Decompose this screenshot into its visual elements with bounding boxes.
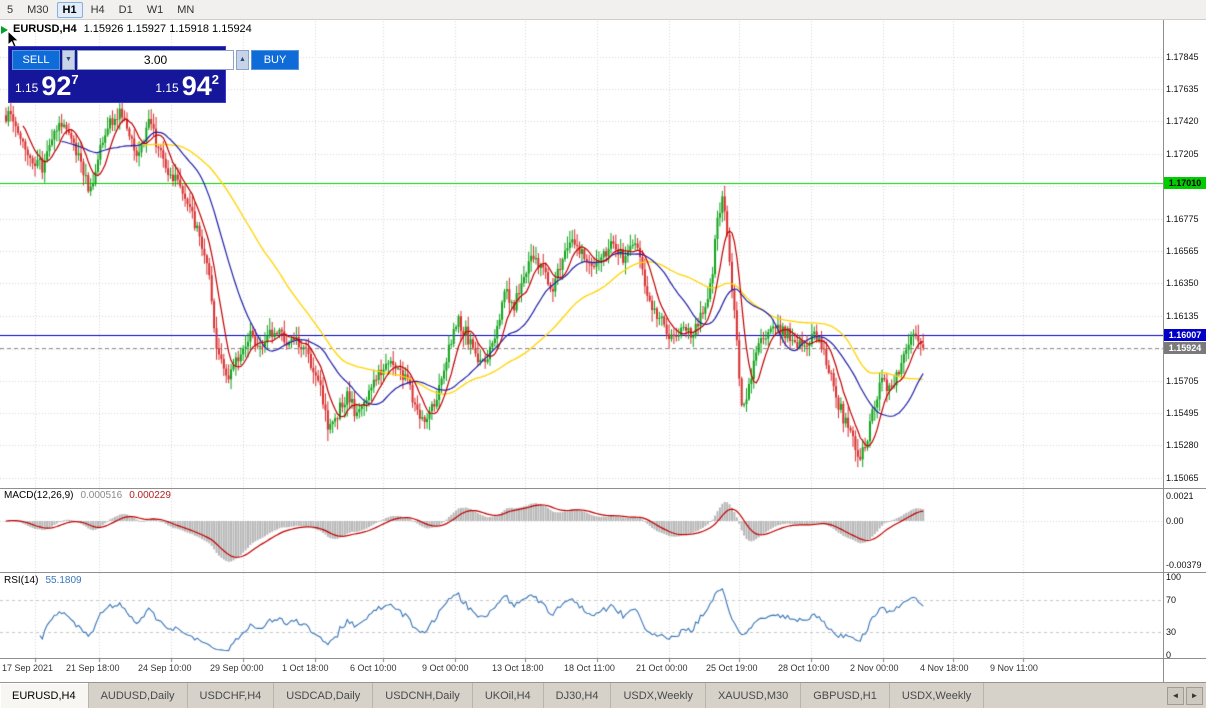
chart-marker-icon	[1, 26, 8, 34]
time-axis-separator	[0, 658, 1206, 659]
price-chart-canvas[interactable]	[0, 20, 1163, 682]
volume-input[interactable]	[77, 50, 234, 70]
price-marker-blue-level: 1.16007	[1164, 329, 1206, 342]
rsi-panel-separator[interactable]	[0, 572, 1206, 573]
time-axis-label: 6 Oct 10:00	[350, 663, 397, 673]
macd-name: MACD(12,26,9)	[4, 490, 74, 501]
rsi-scale-label: 30	[1166, 626, 1177, 637]
price-marker-current-price: 1.15924	[1164, 341, 1206, 354]
macd-scale-label: 0.00	[1166, 516, 1184, 526]
chart-tab-usdx-weekly[interactable]: USDX,Weekly	[611, 683, 706, 708]
chart-tab-gbpusd-h1[interactable]: GBPUSD,H1	[801, 683, 890, 708]
tabs-scroll-left-button[interactable]: ◄	[1167, 686, 1184, 705]
price-scale-label: 1.17420	[1166, 116, 1199, 127]
volume-up-button[interactable]: ▲	[236, 50, 249, 70]
macd-signal-value: 0.000229	[129, 490, 171, 501]
buy-price-pip: 2	[211, 72, 219, 87]
rsi-scale-label: 0	[1166, 650, 1172, 660]
chart-tab-xauusd-m30[interactable]: XAUUSD,M30	[706, 683, 802, 708]
chart-tab-audusd-daily[interactable]: AUDUSD,Daily	[89, 683, 188, 708]
sell-price-prefix: 1.15	[15, 81, 39, 95]
tabs-scroll-right-button[interactable]: ►	[1186, 686, 1203, 705]
sell-price-big: 92	[41, 71, 72, 101]
time-axis-label: 13 Oct 18:00	[492, 663, 544, 673]
timeframe-button-h1[interactable]: H1	[56, 1, 83, 18]
chart-tab-usdchf-h4[interactable]: USDCHF,H4	[188, 683, 275, 708]
price-scale-label: 1.15705	[1166, 376, 1199, 387]
buy-button[interactable]: BUY	[251, 50, 299, 70]
macd-indicator-label: MACD(12,26,9) 0.000516 0.000229	[4, 490, 171, 501]
chart-tab-dj30-h4[interactable]: DJ30,H4	[544, 683, 612, 708]
timeframe-button-mn[interactable]: MN	[177, 3, 195, 16]
time-axis-label: 28 Oct 10:00	[778, 663, 830, 673]
time-axis-label: 17 Sep 2021	[2, 663, 54, 673]
time-axis-label: 2 Nov 00:00	[850, 663, 899, 673]
chart-tab-ukoil-h4[interactable]: UKOil,H4	[473, 683, 544, 708]
sell-price-pip: 7	[71, 72, 79, 87]
time-axis-label: 9 Nov 11:00	[990, 663, 1038, 673]
rsi-indicator-label: RSI(14) 55.1809	[4, 575, 82, 586]
price-scale-label: 1.16775	[1166, 214, 1199, 225]
buy-price[interactable]: 1.15 94 2	[155, 71, 219, 101]
rsi-value: 55.1809	[45, 575, 82, 586]
timeframe-button-w1[interactable]: W1	[146, 3, 164, 16]
timeframe-button-m30[interactable]: M30	[27, 3, 49, 16]
time-axis-label: 1 Oct 18:00	[282, 663, 329, 673]
chart-ohlc-values: 1.15926 1.15927 1.15918 1.15924	[83, 23, 252, 35]
sell-button[interactable]: SELL	[12, 50, 60, 70]
price-scale-label: 1.15280	[1166, 440, 1199, 451]
rsi-scale-label: 100	[1166, 572, 1182, 582]
chart-header: EURUSD,H4 1.15926 1.15927 1.15918 1.1592…	[13, 23, 252, 35]
price-scale-label: 1.16350	[1166, 278, 1199, 289]
chart-tab-bar: EURUSD,H4 AUDUSD,Daily USDCHF,H4 USDCAD,Dai…	[0, 682, 1206, 708]
volume-down-button[interactable]: ▼	[62, 50, 75, 70]
chart-tab-eurusd-h4[interactable]: EURUSD,H4	[0, 683, 89, 708]
buy-price-big: 94	[181, 71, 212, 101]
time-axis-label: 29 Sep 00:00	[210, 663, 264, 673]
chart-symbol-label: EURUSD,H4	[13, 23, 77, 35]
time-axis-label: 21 Sep 18:00	[66, 663, 120, 673]
time-axis-label: 18 Oct 11:00	[564, 663, 615, 673]
rsi-name: RSI(14)	[4, 575, 39, 586]
timeframe-button-5[interactable]: 5	[7, 3, 14, 16]
timeframe-toolbar: 5 M30 H1 H4 D1 W1 MN	[0, 0, 1206, 20]
price-scale-label: 1.16565	[1166, 245, 1199, 256]
time-axis-label: 21 Oct 00:00	[636, 663, 688, 673]
price-marker-green-level: 1.17010	[1164, 177, 1206, 190]
price-scale-label: 1.15065	[1166, 473, 1199, 483]
macd-scale-label: -0.00379	[1166, 560, 1202, 571]
time-axis-label: 24 Sep 10:00	[138, 663, 192, 673]
rsi-scale-label: 70	[1166, 595, 1177, 606]
price-scale-label: 1.15495	[1166, 407, 1199, 418]
one-click-trading-panel: SELL ▼ ▲ BUY 1.15 92 7 1.15 94 2	[8, 46, 299, 103]
macd-panel-separator[interactable]	[0, 488, 1206, 489]
price-scale-label: 1.17845	[1166, 52, 1199, 62]
tab-scroll-controls: ◄ ►	[1167, 683, 1206, 708]
macd-scale-label: 0.0021	[1166, 491, 1194, 502]
price-scale-label: 1.16135	[1166, 310, 1199, 321]
chart-tab-usdcnh-daily[interactable]: USDCNH,Daily	[373, 683, 473, 708]
price-scale-border	[1163, 20, 1164, 682]
chart-tab-usdcad-daily[interactable]: USDCAD,Daily	[274, 683, 374, 708]
timeframe-button-d1[interactable]: D1	[118, 3, 133, 16]
buy-price-prefix: 1.15	[155, 81, 179, 95]
time-axis-label: 4 Nov 18:00	[920, 663, 969, 673]
sell-price[interactable]: 1.15 92 7	[15, 71, 79, 101]
price-scale-label: 1.17635	[1166, 83, 1199, 94]
time-axis-label: 25 Oct 19:00	[706, 663, 758, 673]
price-scale-label: 1.17205	[1166, 148, 1199, 159]
timeframe-button-h4[interactable]: H4	[90, 3, 105, 16]
time-axis-label: 9 Oct 00:00	[422, 663, 469, 673]
macd-main-value: 0.000516	[80, 490, 123, 501]
chart-tab-usdx-weekly[interactable]: USDX,Weekly	[890, 683, 985, 708]
